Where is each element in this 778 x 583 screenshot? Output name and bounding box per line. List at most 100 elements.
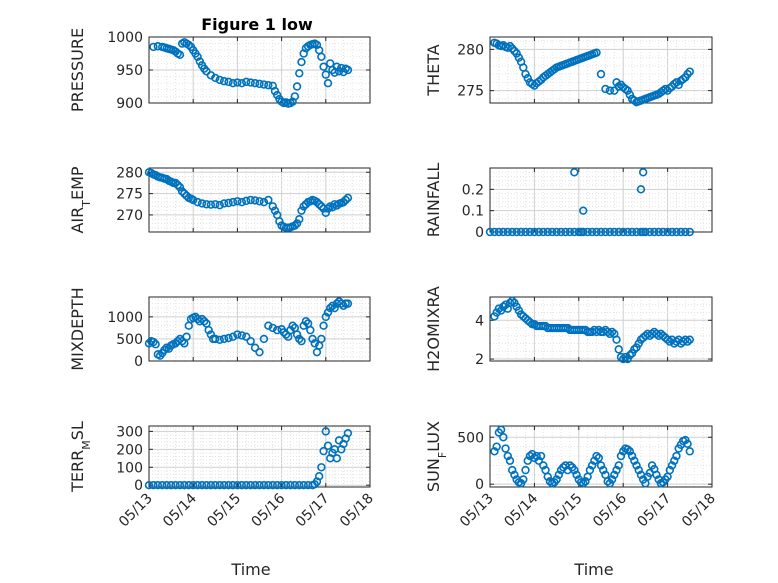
data-point (149, 481, 158, 490)
data-point (250, 343, 260, 352)
data-point (674, 80, 683, 90)
data-point (202, 481, 211, 490)
y-tick-label: 2 (475, 352, 484, 368)
data-point (310, 339, 319, 348)
data-point (292, 82, 302, 91)
data-point (623, 86, 632, 95)
data-point (268, 202, 277, 211)
data-point (623, 227, 632, 237)
y-tick-label: 275 (457, 84, 484, 100)
data-point (264, 481, 273, 490)
y-tick-label: 900 (116, 96, 143, 112)
data-point (290, 481, 300, 490)
data-point (543, 227, 552, 237)
data-point (275, 217, 284, 226)
grid-2 (148, 167, 371, 233)
data-point (259, 197, 269, 207)
data-point (246, 78, 255, 87)
data-point (685, 67, 694, 76)
data-point (508, 227, 517, 237)
data-point (224, 198, 233, 208)
ylabel-mixdepth: MIXDEPTH (68, 287, 87, 370)
axes-frame-6 (148, 425, 371, 488)
subplot-1: 275 280 THETA (424, 36, 713, 107)
data-point (224, 481, 233, 490)
data-point (314, 200, 324, 209)
data-point (621, 352, 630, 362)
y-tick-label: 0.2 (462, 182, 484, 198)
data-point (572, 470, 581, 479)
data-point (158, 481, 167, 490)
data-point (676, 227, 686, 237)
data-point (270, 206, 280, 215)
data-point (618, 227, 628, 237)
data-point (605, 329, 615, 339)
data-point (321, 312, 330, 322)
data-point (570, 168, 579, 177)
data-point (501, 444, 510, 453)
y-tick-label: 275 (116, 187, 143, 203)
data-point (556, 227, 566, 237)
data-point (151, 340, 160, 349)
data-point (317, 52, 326, 61)
data-point (605, 86, 615, 95)
data-point (233, 330, 242, 339)
data-point (200, 317, 209, 326)
data-point (665, 465, 675, 475)
data-point (312, 197, 322, 207)
data-point (685, 335, 694, 344)
y-tick-label: 0 (134, 354, 143, 370)
data-point (211, 481, 220, 490)
data-point (149, 337, 158, 347)
data-point (228, 78, 238, 88)
data-point (206, 200, 216, 209)
data-point (173, 180, 182, 190)
data-point (521, 227, 530, 237)
data-point (180, 189, 189, 198)
data-point (242, 77, 251, 87)
data-point (630, 345, 639, 354)
data-point (503, 451, 512, 461)
data-point (532, 451, 541, 461)
subplot-5: 2 4 H2OMIXRA (424, 286, 713, 372)
axes-frame-1 (489, 36, 713, 104)
data-point (592, 48, 601, 57)
ylabel-pressure: PRESSURE (68, 28, 87, 112)
data-point (268, 481, 277, 490)
data-point (317, 334, 326, 344)
data-point (594, 453, 603, 463)
data-point (601, 227, 610, 237)
data-point (323, 204, 333, 213)
data-point (552, 227, 561, 237)
data-point (224, 333, 233, 343)
data-point (184, 481, 193, 490)
data-point (499, 433, 508, 442)
data-point (496, 425, 506, 434)
data-point (672, 451, 681, 461)
data-point (233, 481, 242, 490)
data-point (321, 427, 330, 436)
data-point (204, 325, 213, 335)
data-point (177, 336, 187, 346)
data-point (490, 447, 499, 456)
data-point (683, 439, 692, 449)
data-point (592, 451, 601, 461)
y-tick-label: 950 (116, 63, 143, 79)
data-point (317, 463, 326, 472)
data-point (605, 227, 615, 237)
xlabel-left: Time (230, 560, 270, 579)
data-point (255, 347, 264, 357)
series-3 (485, 168, 694, 237)
data-point (539, 461, 548, 470)
data-point (596, 69, 606, 79)
data-point (193, 52, 202, 61)
data-point (672, 227, 681, 237)
y-tick-label: 280 (116, 165, 143, 181)
data-point (319, 446, 328, 456)
data-point (658, 227, 668, 237)
data-point (667, 227, 677, 237)
data-point (343, 65, 353, 75)
data-point (570, 465, 579, 475)
